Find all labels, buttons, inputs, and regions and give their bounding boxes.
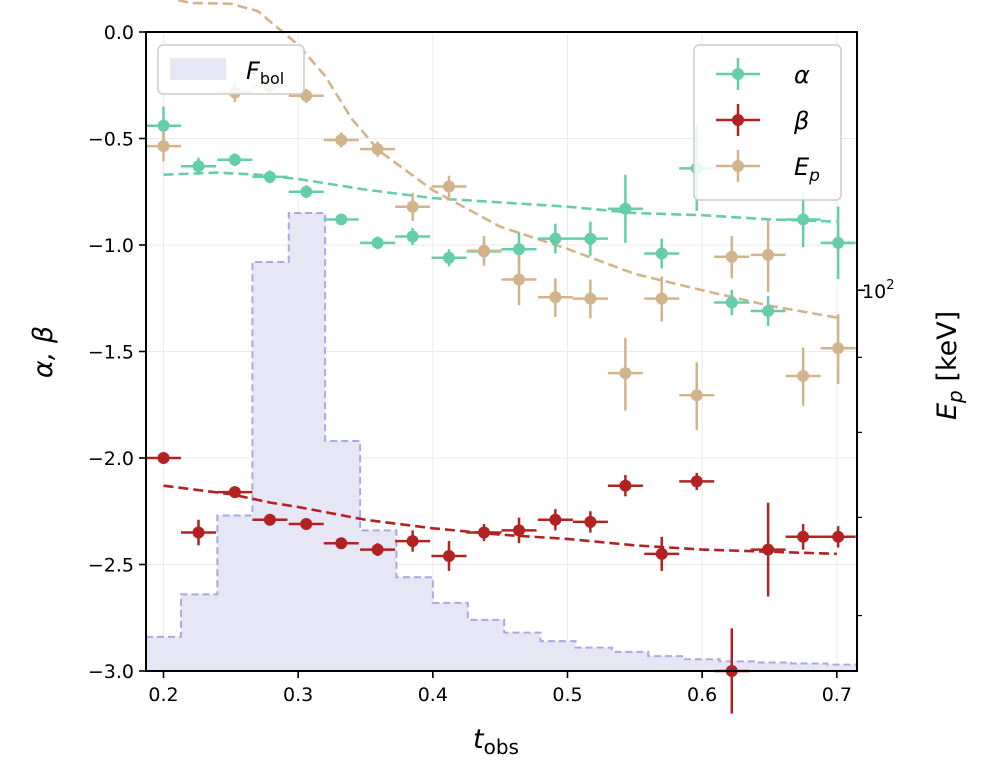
y-tick-label: −1.5 [88,342,134,364]
alpha-point [371,236,384,249]
ep-point [442,180,455,193]
beta-point [228,486,241,499]
ep-point [655,292,668,305]
ep-point [619,367,632,380]
alpha-point [300,185,313,198]
ep-point [477,244,490,257]
x-tick-label: 0.4 [418,684,448,706]
ep-point [725,250,738,263]
ep-point [832,342,845,355]
ep-point [157,140,170,153]
fbol-histogram [146,212,857,672]
beta-point [371,543,384,556]
y-tick-label: −3.0 [88,661,134,683]
legend-ep-label: Ep [794,153,820,186]
beta-point [300,518,313,531]
beta-point [157,452,170,464]
alpha-point [762,305,775,318]
axis-ticks: 0.2 0.3 0.4 0.5 0.6 0.7 0.0 −0.5 −1.0 −1.5 −2.0 −2.… [88,22,895,706]
legend-fbol: Fbol [157,44,305,95]
alpha-point [192,160,205,173]
y-tick-label: −2.5 [88,555,134,577]
beta-point [442,549,455,562]
legend-beta-label: β [793,107,809,135]
beta-series [146,452,856,714]
x-tick-label: 0.6 [687,684,717,706]
legend-series-frame [693,44,842,201]
x-axis-label: tobs [473,724,519,759]
alpha-point [513,243,526,256]
legend-beta-marker [732,114,744,126]
fbol-hist-outline [146,212,857,666]
beta-point [832,530,845,543]
alpha-point [263,170,276,183]
alpha-point [406,230,419,243]
beta_model-curve [163,484,837,556]
alpha-point [655,247,668,260]
alpha-point [549,232,562,245]
fbol-hist-fill [146,213,857,672]
ep-point [513,273,526,286]
beta-point [655,547,668,560]
alpha_model-curve [163,171,837,223]
ep_model-curve [171,0,838,319]
beta-point [263,513,276,526]
beta-point [335,537,348,550]
beta-point [513,524,526,537]
legend-series: αβ Ep [693,44,842,201]
ep-point [690,389,703,402]
beta-point [584,515,597,528]
y-tick-label: −0.5 [88,129,134,151]
alpha-point [442,251,455,264]
beta-point [619,479,632,492]
ep-point [335,134,348,147]
beta-point [192,526,205,539]
legend-fbol-swatch [170,58,226,80]
beta-point [762,543,775,556]
alpha-point [157,119,170,132]
beta-point [549,513,562,526]
ep-point [371,143,384,156]
beta-point [690,475,703,488]
y-axis-label: α, β [28,326,59,378]
alpha-point [797,213,810,226]
y-tick-label: −2.0 [88,448,134,470]
alpha-point [335,213,348,226]
alpha-point [584,232,597,245]
x-tick-label: 0.2 [148,684,178,706]
legend-alpha-marker [732,68,744,80]
model-curves [163,0,838,556]
legend-fbol-frame [157,44,305,95]
y2-axis-label: Ep [keV] [932,311,967,420]
alpha-point [619,202,632,215]
x-tick-label: 0.7 [822,684,852,706]
beta-point [797,530,810,543]
legend-ep-marker [732,160,744,172]
alpha-point [228,153,241,166]
ep-point [406,200,419,213]
x-tick-label: 0.3 [283,684,313,706]
legend-alpha-label: α [794,61,810,89]
alpha-point [832,236,845,249]
y-tick-label: −1.0 [88,235,134,257]
legend-fbol-label: Fbol [246,57,284,88]
ep-point [549,291,562,304]
alpha-point [725,296,738,309]
ep-point [797,370,810,383]
beta-point [477,526,490,539]
y2-tick-label: 102 [862,278,894,303]
ep-point [762,248,775,261]
y-tick-label: 0.0 [104,22,134,44]
beta-point [406,535,419,548]
ep-point [584,292,597,305]
x-tick-label: 0.5 [552,684,582,706]
